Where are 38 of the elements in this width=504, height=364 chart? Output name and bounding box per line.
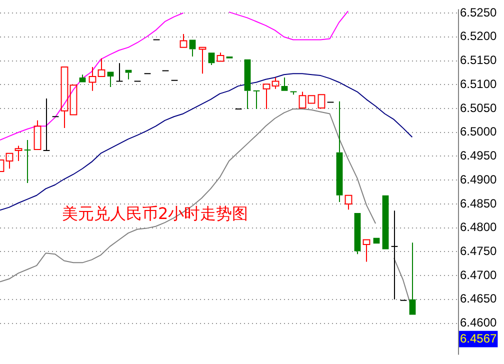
- candlestick: [244, 59, 251, 110]
- candlestick: [216, 52, 224, 62]
- y-tick-label: 6.4850: [460, 196, 498, 210]
- y-tick-label: 6.5050: [460, 100, 498, 115]
- annotation: 美元兑人民币2小时走势图: [62, 204, 248, 225]
- y-tick-label: 6.4700: [460, 268, 498, 282]
- candlestick: [98, 58, 106, 78]
- y-tick-label: 6.4650: [460, 292, 498, 306]
- candlestick: [88, 66, 96, 92]
- candlestick: [208, 52, 215, 66]
- candlestick: [336, 100, 343, 203]
- candlestick: [252, 90, 260, 110]
- y-tick-label: 6.5200: [460, 29, 498, 44]
- y-tick-label: 6.4900: [460, 172, 498, 186]
- candlestick: [24, 139, 32, 184]
- candlestick: [262, 84, 270, 110]
- candlestick: [6, 152, 14, 170]
- candlestick: [60, 66, 68, 129]
- candlestick: [390, 210, 398, 300]
- candlestick: [409, 242, 416, 315]
- y-tick-label: 6.5000: [460, 124, 498, 139]
- candlestick: [107, 72, 114, 88]
- y-tick-label: 6.5250: [460, 5, 498, 20]
- y-tick-label: 6.4950: [460, 148, 498, 163]
- y-tick-label: 6.4800: [460, 220, 498, 234]
- candlestick: [281, 76, 288, 91]
- candlestick: [189, 40, 196, 57]
- candlestick: [42, 98, 50, 151]
- candlestick: [198, 46, 206, 74]
- candlestick: [354, 213, 361, 255]
- y-tick-label: 6.5100: [460, 76, 498, 91]
- y-tick-label: 6.4600: [460, 316, 498, 330]
- y-tick-label: 6.4750: [460, 244, 498, 258]
- candlestick: [362, 239, 370, 262]
- y-tick-label: 6.5150: [460, 53, 498, 68]
- y-tick-label: 6.4567: [460, 331, 498, 346]
- candlestick: [116, 62, 124, 82]
- candlestick: [14, 145, 22, 162]
